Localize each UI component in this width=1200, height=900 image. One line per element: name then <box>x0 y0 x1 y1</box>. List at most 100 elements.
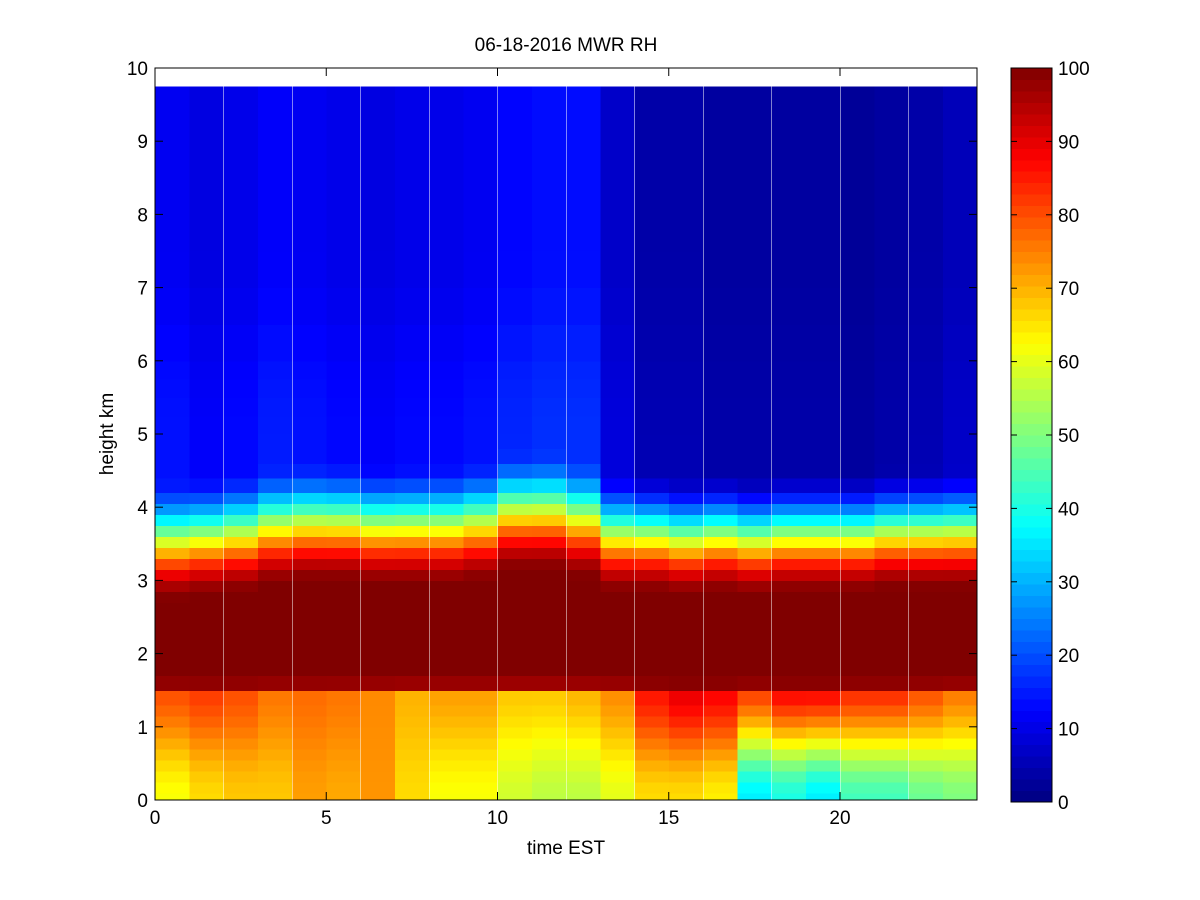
heatmap-cell <box>737 726 772 739</box>
heatmap-cell <box>874 434 909 450</box>
heatmap-cell <box>326 324 361 362</box>
heatmap-cell <box>497 86 532 106</box>
heatmap-cell <box>566 434 601 450</box>
heatmap-cell <box>908 177 943 215</box>
heatmap-cell <box>395 580 429 592</box>
heatmap-cell <box>463 177 498 215</box>
heatmap-cell <box>326 104 361 142</box>
heatmap-cell <box>292 690 327 706</box>
heatmap-cell <box>223 726 258 739</box>
heatmap-cell <box>326 141 361 179</box>
heatmap-cell <box>600 558 635 571</box>
heatmap-cell <box>395 770 429 783</box>
heatmap-cell <box>258 737 292 750</box>
heatmap-cell <box>771 617 806 633</box>
heatmap-cell <box>566 660 601 677</box>
heatmap-cell <box>292 631 327 647</box>
heatmap-cell <box>874 104 909 142</box>
heatmap-cell <box>908 675 943 691</box>
heatmap-cell <box>360 463 395 479</box>
heatmap-cell <box>497 251 532 289</box>
heatmap-cell <box>497 675 532 691</box>
heatmap-cell <box>737 514 772 527</box>
heatmap-cell <box>258 726 292 739</box>
heatmap-cell <box>360 397 395 417</box>
heatmap-cell <box>943 477 977 494</box>
heatmap-cell <box>223 748 258 761</box>
heatmap-cell <box>292 251 327 289</box>
heatmap-cell <box>703 463 738 479</box>
heatmap-cell <box>771 675 806 691</box>
heatmap-cell <box>771 690 806 706</box>
colorbar-segment <box>1011 756 1052 769</box>
heatmap-cell <box>258 536 292 549</box>
heatmap-cell <box>292 141 327 179</box>
heatmap-cell <box>463 591 498 603</box>
y-axis-label: height km <box>97 393 118 475</box>
heatmap-cell <box>669 448 703 464</box>
heatmap-cell <box>566 463 601 479</box>
heatmap-cell <box>223 569 258 581</box>
colorbar-segment <box>1011 618 1052 631</box>
heatmap-cell <box>463 251 498 289</box>
heatmap-cell <box>292 214 327 252</box>
colorbar-segment <box>1011 629 1052 642</box>
heatmap-cell <box>566 591 601 603</box>
heatmap-cell <box>532 287 566 325</box>
heatmap-cell <box>155 715 190 728</box>
heatmap-cell <box>840 781 875 794</box>
heatmap-cell <box>532 646 566 662</box>
heatmap-cell <box>737 360 772 380</box>
heatmap-cell <box>223 86 258 106</box>
heatmap-cell <box>771 591 806 603</box>
heatmap-cell <box>737 324 772 362</box>
heatmap-cell <box>497 602 532 618</box>
heatmap-cell <box>326 726 361 739</box>
heatmap-cell <box>669 525 703 538</box>
heatmap-cell <box>806 547 840 560</box>
heatmap-cell <box>326 415 361 435</box>
heatmap-cell <box>874 177 909 215</box>
heatmap-cell <box>155 770 190 783</box>
colorbar-segment <box>1011 194 1052 207</box>
heatmap-cell <box>429 415 464 435</box>
heatmap-cell <box>634 86 669 106</box>
heatmap-cell <box>189 492 224 505</box>
heatmap-cell <box>669 569 703 581</box>
heatmap-cell <box>395 792 429 801</box>
heatmap-cell <box>155 324 190 362</box>
heatmap-cell <box>943 214 977 252</box>
heatmap-cell <box>429 536 464 549</box>
heatmap-cell <box>943 463 977 479</box>
heatmap-cell <box>600 287 635 325</box>
heatmap-cell <box>840 558 875 571</box>
y-tick-label: 6 <box>137 352 148 373</box>
heatmap-cell <box>360 379 395 398</box>
heatmap-cell <box>600 631 635 647</box>
heatmap-cell <box>463 379 498 398</box>
heatmap-cell <box>189 477 224 494</box>
heatmap-cell <box>943 770 977 783</box>
heatmap-cell <box>669 536 703 549</box>
heatmap-cell <box>703 415 738 435</box>
heatmap-cell <box>600 415 635 435</box>
heatmap-cell <box>155 602 190 618</box>
heatmap-cell <box>669 704 703 717</box>
heatmap-cell <box>703 448 738 464</box>
heatmap-cell <box>703 536 738 549</box>
heatmap-cell <box>292 448 327 464</box>
heatmap-cell <box>223 704 258 717</box>
heatmap-cell <box>223 324 258 362</box>
heatmap-cell <box>497 214 532 252</box>
heatmap-cell <box>497 503 532 516</box>
heatmap-cell <box>566 726 601 739</box>
heatmap-cell <box>806 434 840 450</box>
heatmap-cell <box>840 569 875 581</box>
heatmap-cell <box>532 715 566 728</box>
heatmap-cell <box>360 525 395 538</box>
heatmap-cell <box>326 558 361 571</box>
heatmap-cell <box>771 631 806 647</box>
heatmap-cell <box>155 177 190 215</box>
heatmap-cell <box>155 477 190 494</box>
heatmap-cell <box>395 434 429 450</box>
